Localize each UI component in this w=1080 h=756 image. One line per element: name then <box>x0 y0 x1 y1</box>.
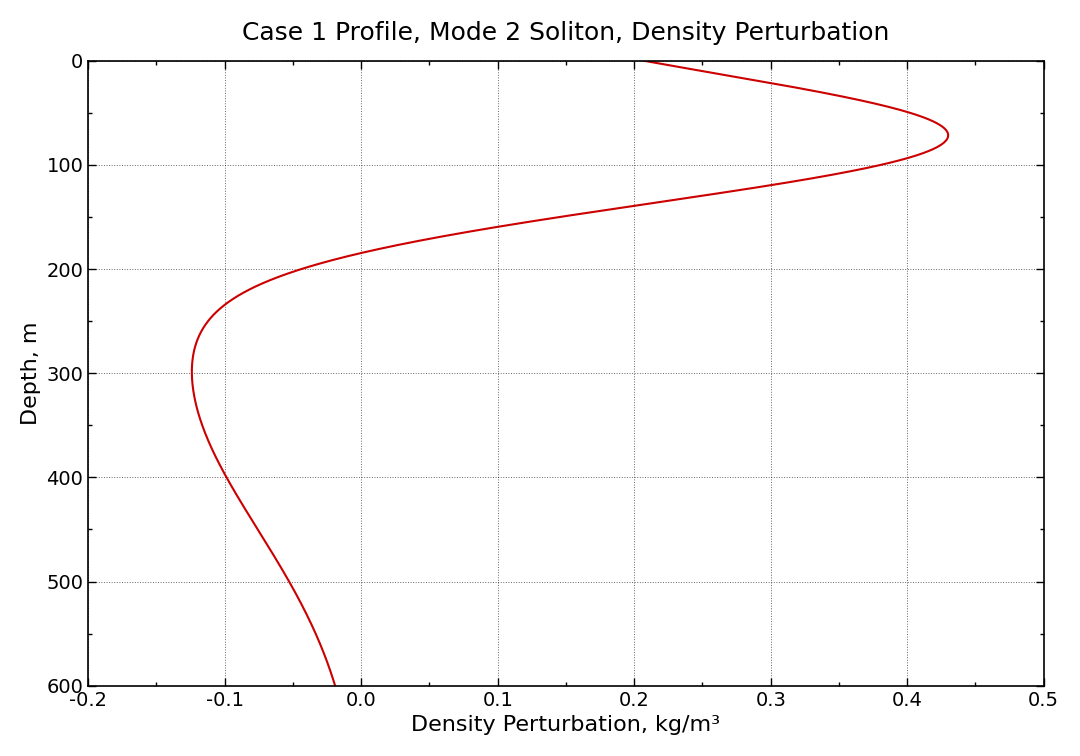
Title: Case 1 Profile, Mode 2 Soliton, Density Perturbation: Case 1 Profile, Mode 2 Soliton, Density … <box>242 21 890 45</box>
X-axis label: Density Perturbation, kg/m³: Density Perturbation, kg/m³ <box>411 715 720 735</box>
Y-axis label: Depth, m: Depth, m <box>21 321 41 425</box>
